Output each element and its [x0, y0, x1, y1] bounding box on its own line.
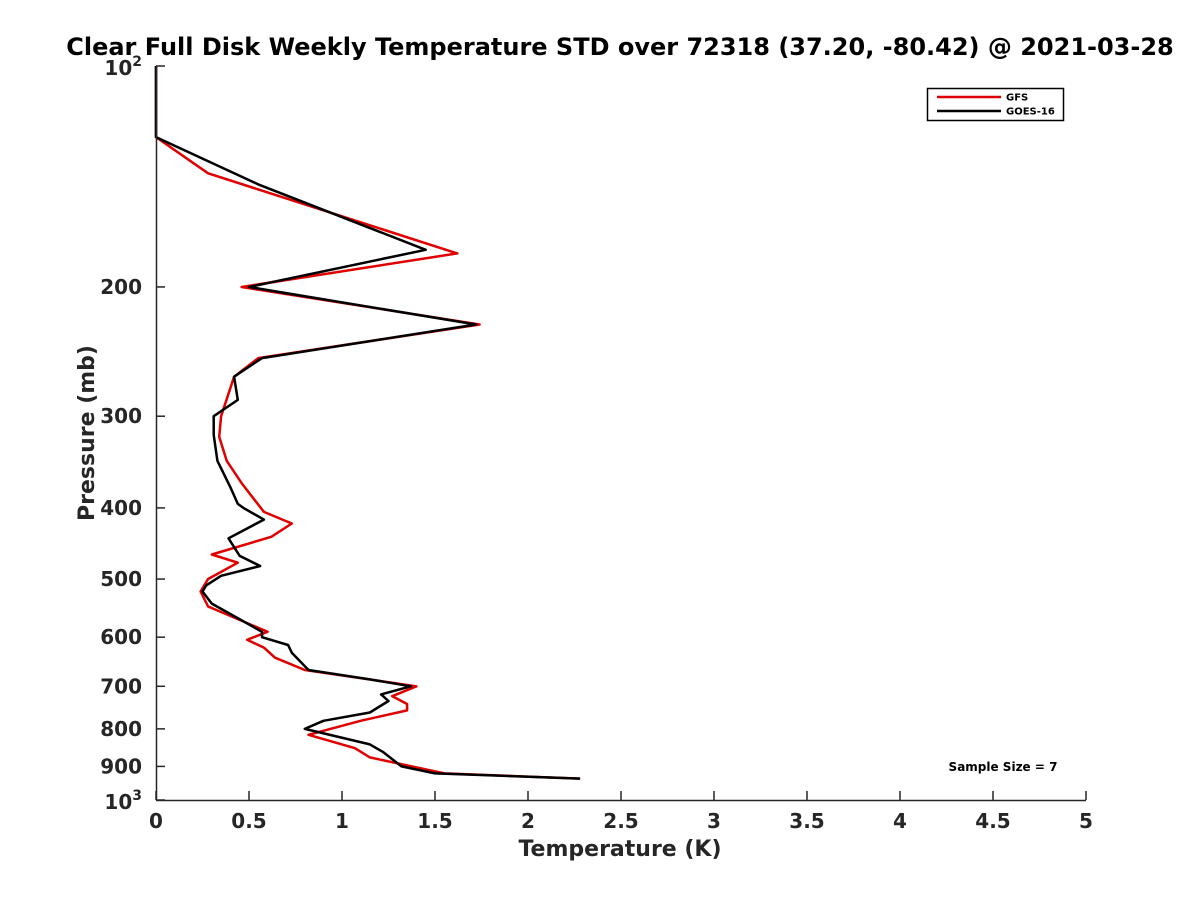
axes: [155, 66, 1086, 802]
legend-label-goes16: GOES-16: [1006, 107, 1055, 118]
y-tick-label: 300: [100, 404, 142, 428]
legend: GFS GOES-16: [926, 87, 1065, 122]
y-ticks: 200 300 400 500 600 700 800 900 102 103: [100, 54, 165, 814]
x-ticks: 0 0.5 1 1.5 2 2.5 3 3.5 4 4.5 5: [149, 791, 1093, 833]
x-tick-label: 5: [1079, 809, 1093, 833]
x-tick-label: 2.5: [603, 809, 638, 833]
y-tick-label: 600: [100, 625, 142, 649]
x-tick-label: 0.5: [231, 809, 266, 833]
series-line-gfs: [154, 66, 581, 780]
y-tick-label: 103: [104, 788, 142, 814]
x-tick-label: 1.5: [417, 809, 452, 833]
x-tick-label: 4: [893, 809, 907, 833]
x-tick-label: 3.5: [789, 809, 824, 833]
y-tick-label: 800: [100, 717, 142, 741]
plot-lines: [154, 66, 581, 780]
x-tick-label: 2: [521, 809, 535, 833]
y-tick-label: 400: [100, 496, 142, 520]
y-tick-label: 102: [104, 54, 142, 80]
chart-title: Clear Full Disk Weekly Temperature STD o…: [66, 33, 1174, 61]
x-tick-label: 1: [335, 809, 349, 833]
legend-box: [926, 87, 1065, 122]
y-tick-label: 700: [100, 674, 142, 698]
sample-size-annotation: Sample Size = 7: [949, 760, 1058, 774]
legend-label-gfs: GFS: [1006, 93, 1028, 104]
x-tick-label: 3: [707, 809, 721, 833]
x-tick-label: 4.5: [975, 809, 1010, 833]
x-tick-label: 0: [149, 809, 163, 833]
y-tick-label: 900: [100, 754, 142, 778]
series-line-goes-16: [154, 66, 581, 780]
y-axis-label: Pressure (mb): [75, 345, 100, 521]
y-tick-label: 500: [100, 567, 142, 591]
y-tick-label: 200: [100, 275, 142, 299]
x-axis-label: Temperature (K): [518, 837, 721, 862]
